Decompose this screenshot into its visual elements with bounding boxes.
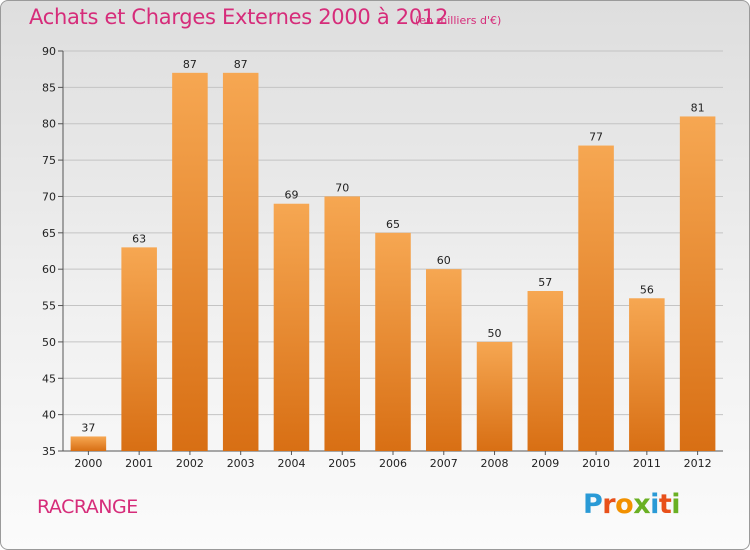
logo-letter: i <box>650 489 659 520</box>
y-tick-label: 45 <box>42 372 56 385</box>
x-tick-label: 2012 <box>684 457 712 470</box>
bar-value-label: 50 <box>488 327 502 340</box>
logo-letter: P <box>583 489 603 520</box>
x-tick-label: 2005 <box>328 457 356 470</box>
x-tick-label: 2009 <box>531 457 559 470</box>
bar <box>527 291 564 451</box>
y-tick-label: 90 <box>42 45 56 58</box>
x-tick-label: 2006 <box>379 457 407 470</box>
bar <box>476 341 513 451</box>
y-tick-label: 35 <box>42 445 56 458</box>
bar-value-label: 63 <box>132 232 146 245</box>
bar <box>426 269 462 451</box>
y-tick-label: 80 <box>42 118 56 131</box>
bar-value-label: 81 <box>691 101 705 114</box>
bar <box>222 72 259 452</box>
bar <box>679 116 716 452</box>
bar <box>70 436 107 451</box>
bar-value-label: 77 <box>589 131 603 144</box>
bar-value-label: 69 <box>284 189 298 202</box>
bar <box>172 72 208 452</box>
unit-label: (en milliers d'€) <box>415 14 502 27</box>
x-tick-label: 2004 <box>277 457 305 470</box>
x-tick-label: 2011 <box>633 457 661 470</box>
bar <box>273 203 310 451</box>
bar <box>629 298 665 451</box>
y-tick-label: 50 <box>42 336 56 349</box>
bar-value-label: 65 <box>386 218 400 231</box>
x-tick-label: 2001 <box>125 457 153 470</box>
bar-value-label: 57 <box>538 276 552 289</box>
y-tick-label: 70 <box>42 190 56 203</box>
y-tick-label: 55 <box>42 300 56 313</box>
bar-value-label: 56 <box>640 283 654 296</box>
bar <box>324 196 360 451</box>
x-tick-label: 2000 <box>74 457 102 470</box>
chart-title: Achats et Charges Externes 2000 à 2012 <box>29 5 449 29</box>
y-tick-label: 40 <box>42 409 56 422</box>
bar <box>375 232 411 451</box>
logo-letter: r <box>602 489 616 520</box>
y-tick-label: 85 <box>42 81 56 94</box>
x-tick-label: 2008 <box>481 457 509 470</box>
x-tick-label: 2007 <box>430 457 458 470</box>
bar-value-label: 70 <box>335 181 349 194</box>
bar <box>578 145 614 451</box>
proxiti-logo[interactable]: Proxiti <box>583 489 681 520</box>
logo-letter: o <box>615 489 634 520</box>
y-tick-label: 75 <box>42 154 56 167</box>
commune-name: RACRANGE <box>37 496 138 518</box>
bar <box>121 247 157 451</box>
x-tick-label: 2002 <box>176 457 204 470</box>
bar-value-label: 87 <box>234 58 248 71</box>
bar-value-label: 87 <box>183 58 197 71</box>
x-tick-label: 2010 <box>582 457 610 470</box>
x-tick-label: 2003 <box>227 457 255 470</box>
y-tick-label: 65 <box>42 227 56 240</box>
logo-letter: x <box>633 489 651 520</box>
bar-value-label: 37 <box>81 421 95 434</box>
logo-letter: i <box>671 489 681 520</box>
logo-letter: t <box>658 489 672 520</box>
y-tick-label: 60 <box>42 263 56 276</box>
bar-value-label: 60 <box>437 254 451 267</box>
